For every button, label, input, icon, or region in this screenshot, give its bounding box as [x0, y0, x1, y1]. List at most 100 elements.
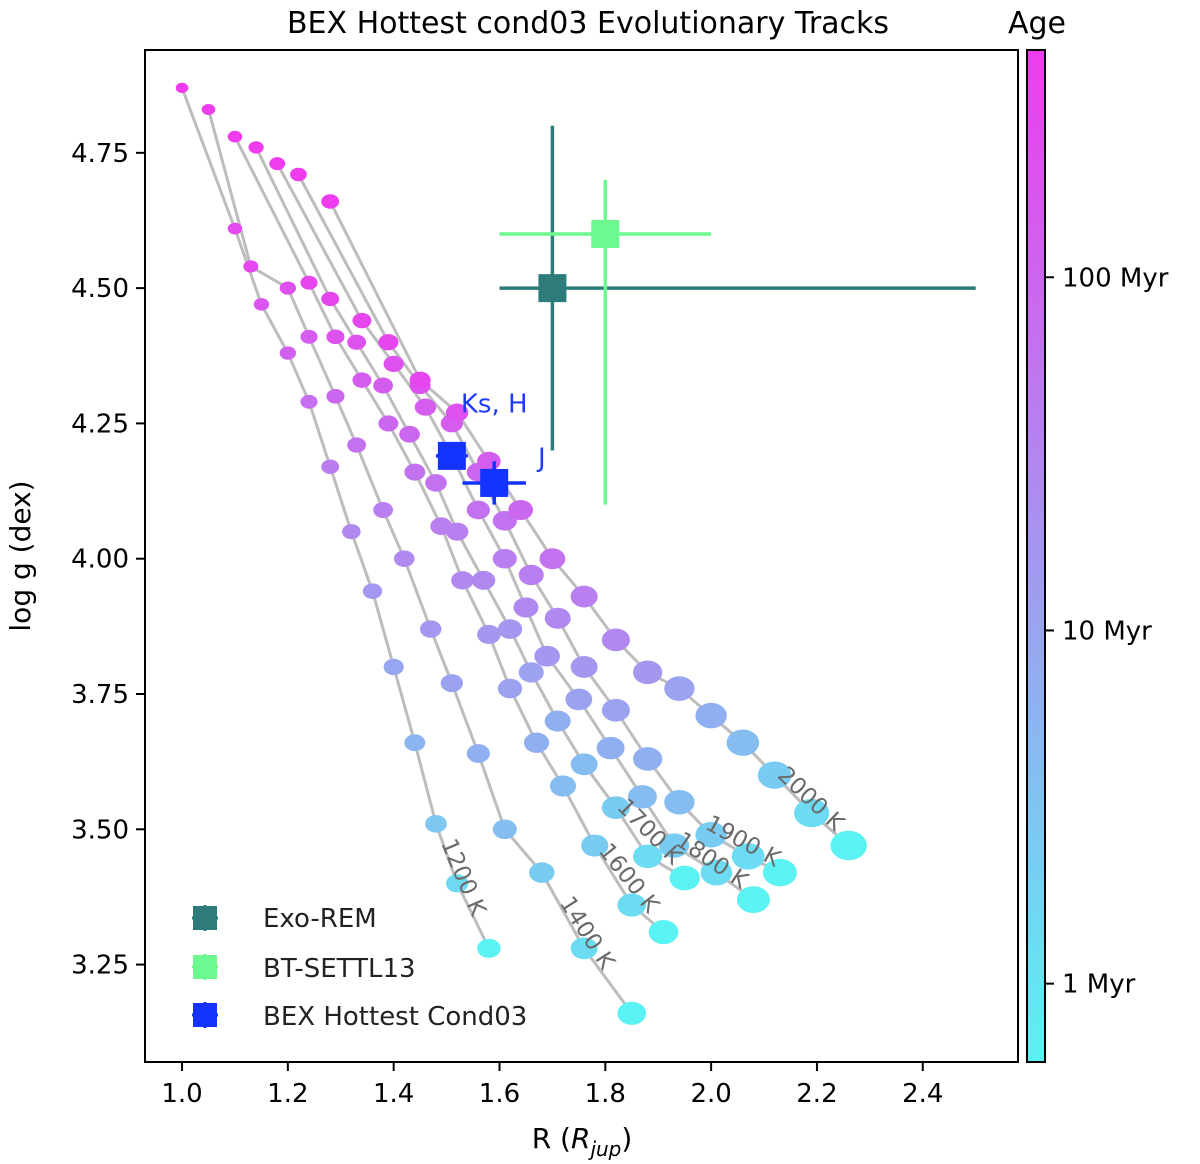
- track-point: [352, 372, 372, 388]
- y-tick-label: 3.25: [71, 951, 129, 981]
- track-point: [300, 275, 318, 290]
- x-tick-label: 1.4: [373, 1079, 414, 1109]
- track-point: [492, 548, 517, 569]
- track-point: [633, 660, 663, 685]
- colorbar-label: Age: [1008, 6, 1066, 41]
- x-axis-ticks: 1.0 1.2 1.4 1.6 1.8 2.0 2.2 2.4: [161, 1062, 943, 1109]
- legend-label-bt-settl13: BT-SETTL13: [263, 954, 416, 984]
- track-point: [321, 291, 340, 307]
- track-point: [409, 371, 431, 389]
- track-point: [290, 167, 307, 182]
- track-point: [425, 815, 447, 833]
- observation-point: [499, 179, 712, 505]
- observations: [436, 125, 976, 505]
- observation-point: [462, 461, 526, 505]
- track-point: [414, 398, 437, 416]
- track-point: [201, 104, 216, 116]
- y-tick-label: 3.75: [71, 680, 129, 710]
- track-point: [445, 403, 469, 422]
- track-point: [544, 607, 571, 629]
- legend: Exo-REM BT-SETTL13 BEX Hottest Cond03: [192, 904, 527, 1032]
- x-tick-label: 2.2: [796, 1079, 837, 1109]
- track-point: [445, 874, 469, 893]
- track-point: [248, 141, 264, 154]
- track-point: [440, 674, 463, 693]
- track-point: [518, 564, 544, 586]
- track-point: [726, 729, 760, 756]
- track-point: [383, 355, 404, 373]
- track-point: [243, 260, 259, 273]
- observation-marker: [538, 274, 567, 303]
- track-point: [393, 550, 415, 568]
- x-tick-label: 2.0: [690, 1079, 731, 1109]
- track-point: [539, 548, 566, 570]
- track-point: [757, 761, 792, 789]
- track-point: [352, 312, 372, 329]
- observation-point: [436, 441, 468, 470]
- track-point: [659, 833, 690, 858]
- track-point: [279, 346, 297, 360]
- track-point: [347, 334, 367, 350]
- track-point: [513, 597, 539, 618]
- track-point: [518, 662, 544, 683]
- track-point: [633, 844, 663, 869]
- x-tick-label: 1.2: [267, 1079, 308, 1109]
- y-tick-label: 4.25: [71, 409, 129, 439]
- track-point: [425, 474, 447, 492]
- track-point: [617, 1001, 647, 1025]
- y-axis-ticks: 3.25 3.50 3.75 4.00 4.25 4.50 4.75: [71, 139, 145, 981]
- x-axis-title: R (Rjup): [532, 1122, 633, 1161]
- track-point: [300, 394, 318, 409]
- legend-marker-bt-settl13: [193, 955, 217, 979]
- track-point: [419, 620, 442, 638]
- legend-marker-exo-rem: [193, 906, 217, 930]
- track-point: [544, 710, 571, 732]
- track-point: [601, 698, 630, 722]
- legend-item-bt-settl13: BT-SETTL13: [192, 954, 416, 984]
- track-point: [669, 865, 700, 891]
- chart-title: BEX Hottest cond03 Evolutionary Tracks: [287, 6, 889, 41]
- track-point: [326, 389, 345, 404]
- track-points: [175, 82, 867, 1025]
- track-point: [445, 522, 469, 541]
- track-point: [373, 501, 393, 519]
- track-point: [471, 570, 496, 590]
- track-point: [664, 789, 695, 815]
- track-label: 1200 K: [435, 835, 491, 920]
- track-point: [466, 744, 490, 763]
- track-point: [794, 798, 830, 828]
- track-point: [830, 830, 867, 861]
- track-point: [731, 843, 765, 870]
- track-point: [570, 753, 598, 776]
- track-label: 1400 K: [554, 892, 620, 975]
- track-point: [399, 425, 420, 443]
- track-point: [570, 656, 598, 678]
- track-point: [565, 688, 593, 711]
- track-point: [477, 938, 501, 958]
- x-tick-label: 1.6: [479, 1079, 520, 1109]
- track-point: [695, 821, 727, 848]
- track-point: [617, 893, 647, 917]
- track-line: [207, 109, 634, 1015]
- track-point: [347, 437, 367, 453]
- observation-marker: [480, 468, 509, 497]
- track-point: [300, 329, 318, 344]
- annotations: Ks, H J: [461, 390, 546, 474]
- legend-marker-bex-hottest-cond03: [193, 1003, 217, 1027]
- track-point: [362, 583, 383, 600]
- observation-annotation: J: [536, 444, 546, 474]
- observation-marker: [591, 220, 620, 248]
- x-tick-label: 1.0: [161, 1079, 202, 1109]
- track-point: [451, 571, 474, 590]
- track-point: [477, 624, 501, 645]
- legend-label-exo-rem: Exo-REM: [263, 904, 377, 934]
- legend-label-bex-hottest-cond03: BEX Hottest Cond03: [263, 1002, 527, 1032]
- track-point: [279, 281, 297, 295]
- colorbar: [1026, 49, 1046, 1063]
- track-point: [373, 377, 393, 394]
- track-point: [321, 459, 340, 474]
- track-point: [253, 298, 270, 311]
- y-tick-label: 4.75: [71, 139, 129, 169]
- track-point: [378, 415, 399, 432]
